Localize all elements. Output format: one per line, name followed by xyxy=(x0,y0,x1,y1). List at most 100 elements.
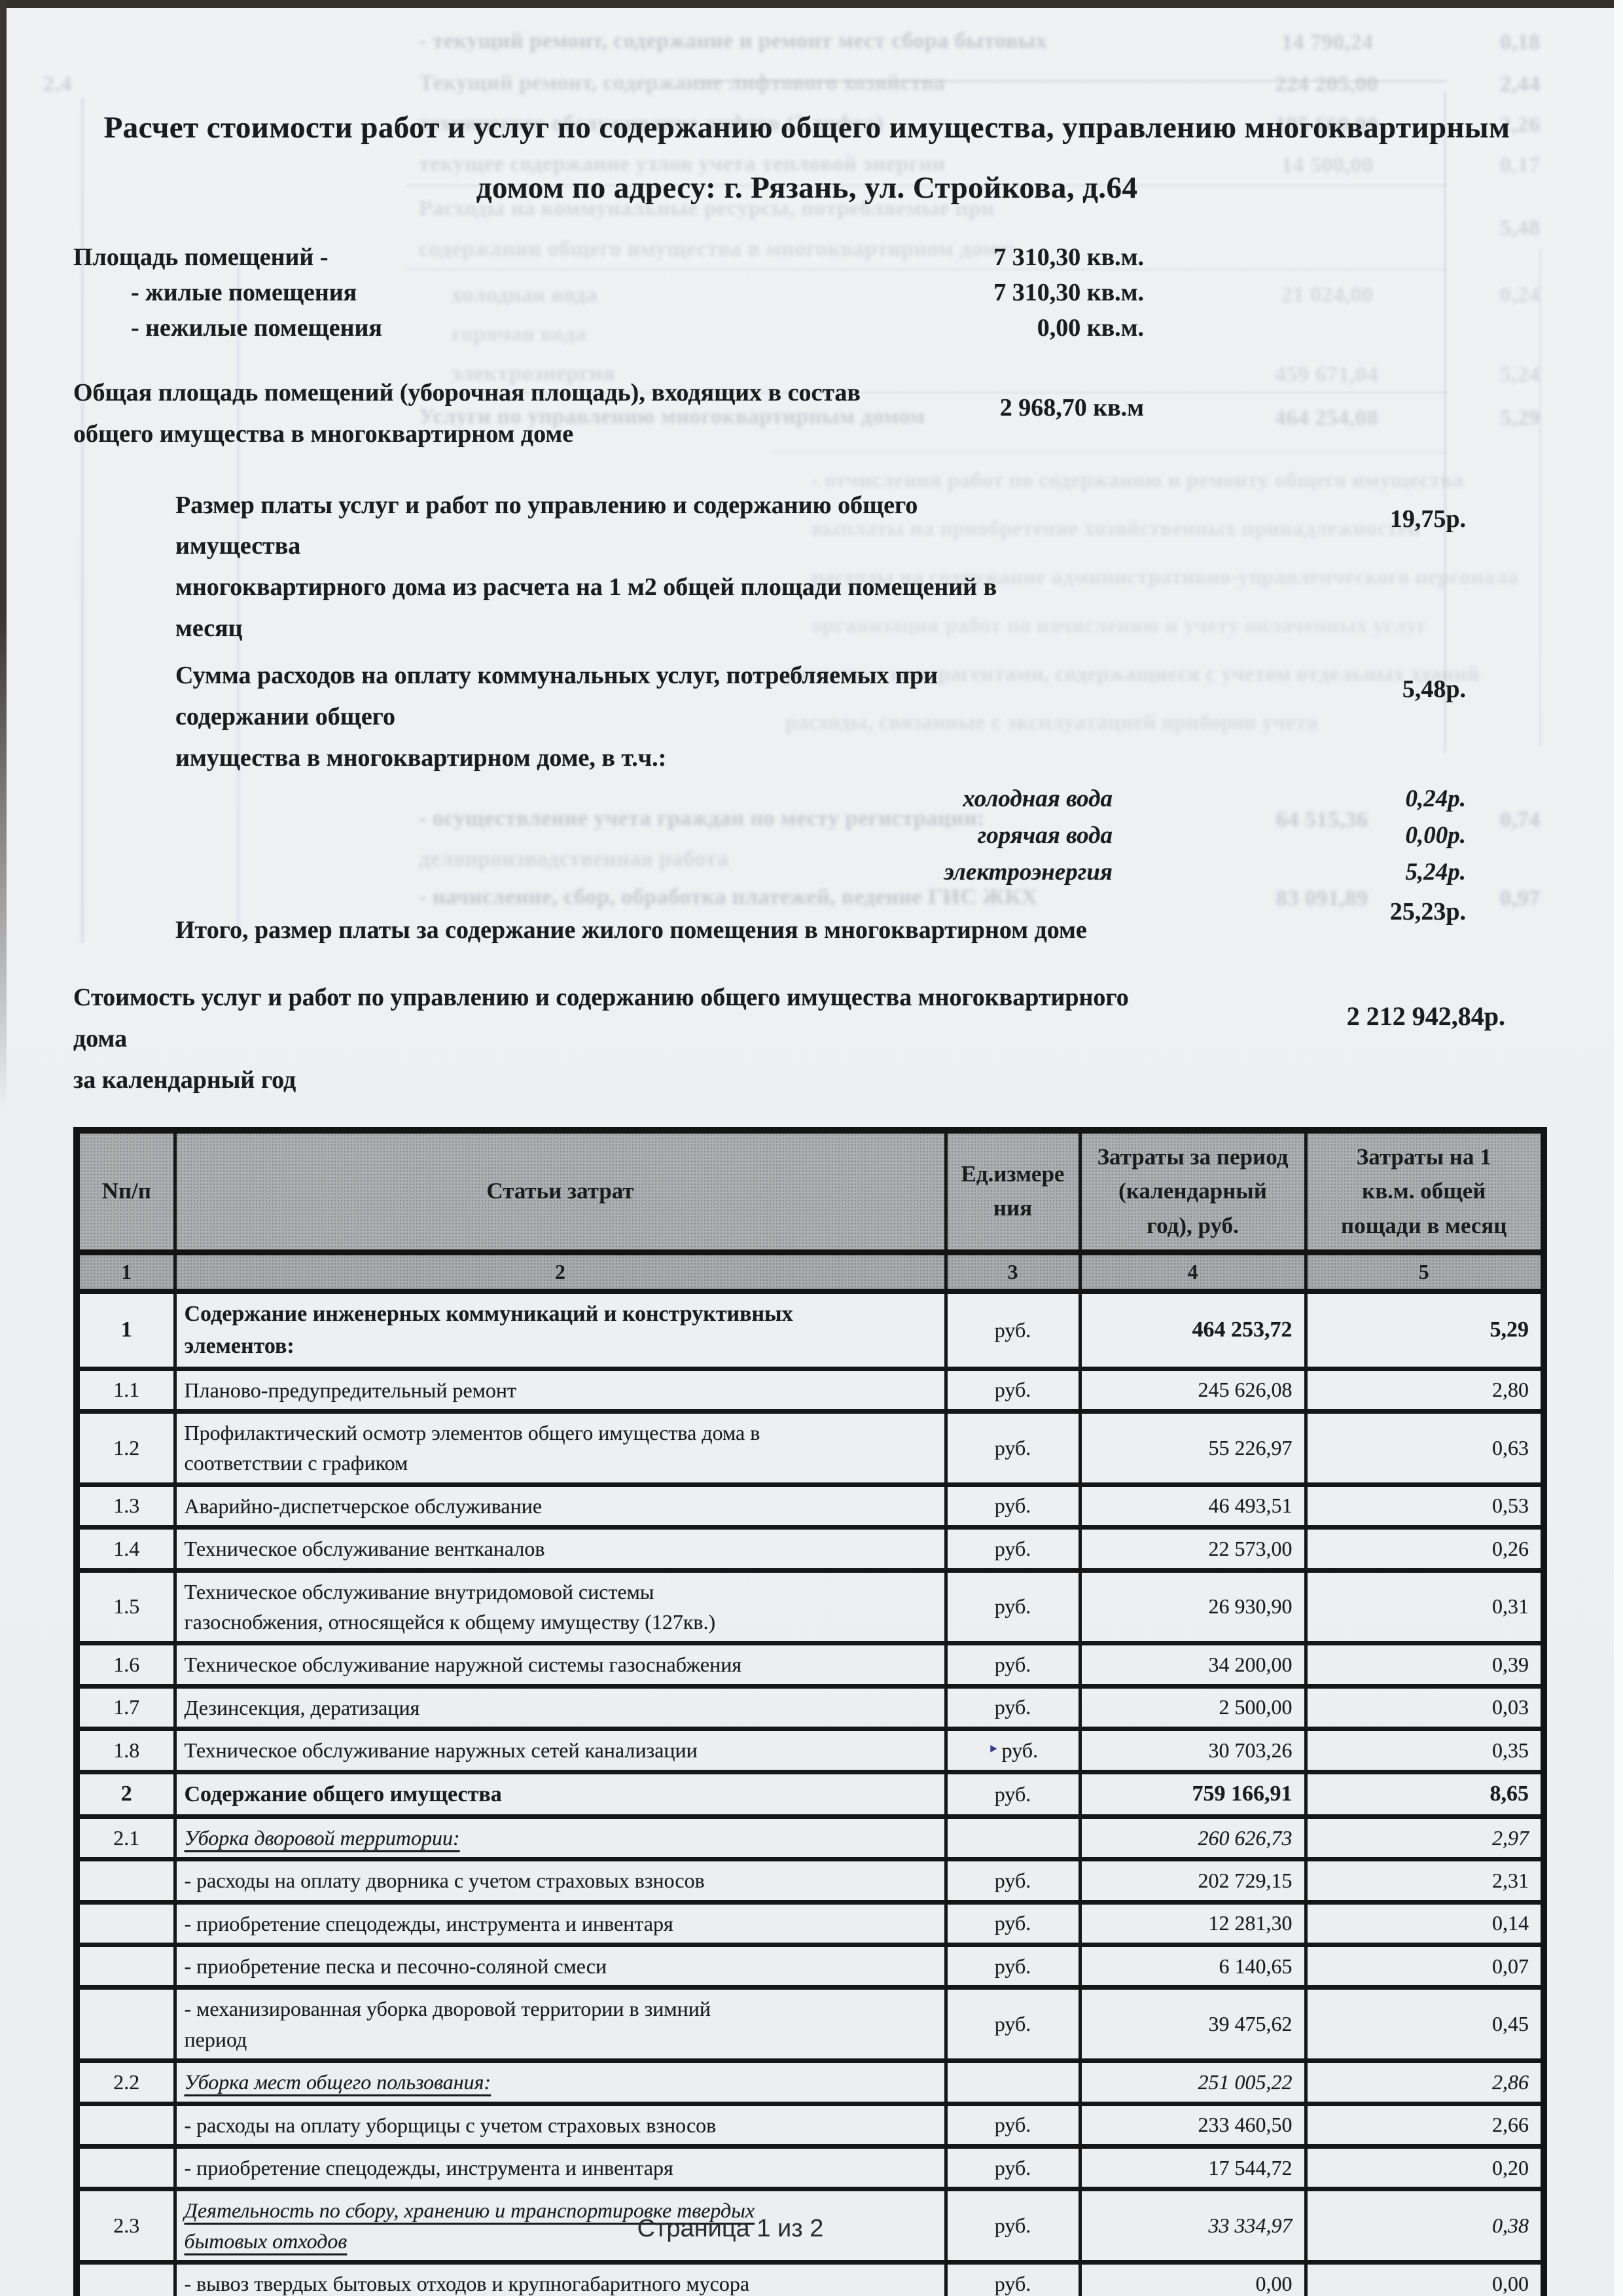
bleedthrough-fragment: 224 205,00 xyxy=(1275,72,1378,96)
bleedthrough-fragment: техническое обслуживание лифтов (3 лифта… xyxy=(419,111,884,135)
total-fee-value: 25,23р. xyxy=(1389,898,1466,926)
row-month-cost: 0,14 xyxy=(1304,1899,1544,1945)
row-unit: ‣руб. xyxy=(944,1568,1080,1643)
row-unit: ‣руб. xyxy=(944,1899,1080,1945)
table-row: 1.6 Техническое обслуживание наружной си… xyxy=(75,1641,1544,1687)
non-residential-area-label: - нежилые помещения xyxy=(131,314,382,342)
row-name: - расходы на оплату дворника с учетом ст… xyxy=(173,1857,946,1903)
residential-area-row: - жилые помещения 7 310,30 кв.м. xyxy=(73,278,1541,314)
row-number: 1.7 xyxy=(75,1683,175,1729)
row-year-cost: 33 334,97 xyxy=(1078,2187,1306,2263)
row-unit: ‣руб. xyxy=(944,1857,1080,1903)
row-unit: ‣руб. xyxy=(944,1942,1080,1988)
bleedthrough-fragment: - начисление, сбор, обработка платежей, … xyxy=(419,885,1038,909)
total-fee-label: Итого, размер платы за содержание жилого… xyxy=(175,916,1087,944)
electricity-row: электроэнергия 5,24р. xyxy=(175,858,1466,895)
row-name: Деятельность по сбору, хранению и трансп… xyxy=(173,2187,946,2263)
bleedthrough-fragment: текущее содержание узлов учета тепловой … xyxy=(419,152,946,176)
row-unit: ‣руб. xyxy=(944,1985,1080,2061)
bleedthrough-fragment: 459 671,04 xyxy=(1275,363,1378,387)
bleedthrough-fragment: 0,17 xyxy=(1500,153,1541,177)
row-name: - приобретение спецодежды, инструмента и… xyxy=(173,1899,946,1945)
row-name: Техническое обслуживание наружных сетей … xyxy=(173,1727,946,1772)
numbering-4: 4 xyxy=(1078,1250,1306,1294)
table-row: - приобретение спецодежды, инструмента и… xyxy=(75,1899,1544,1945)
row-month-cost: 2,86 xyxy=(1304,2058,1544,2104)
bleedthrough-fragment: - осуществление учета граждан по месту р… xyxy=(419,806,985,831)
row-number: 2.3 xyxy=(75,2187,175,2263)
non-residential-area-row: - нежилые помещения 0,00 кв.м. xyxy=(73,314,1541,349)
row-name: Уборка мест общего пользования: xyxy=(173,2058,946,2104)
row-unit: ‣руб. xyxy=(944,1683,1080,1729)
row-unit: ‣руб. xyxy=(944,1409,1080,1485)
row-name: Профилактический осмотр элементов общего… xyxy=(173,1409,946,1485)
table-row: - приобретение спецодежды, инструмента и… xyxy=(75,2144,1544,2189)
row-name: Содержание общего имущества xyxy=(173,1769,946,1817)
row-year-cost: 12 281,30 xyxy=(1078,1899,1306,1945)
total-fee-row: Итого, размер платы за содержание жилого… xyxy=(175,898,1466,948)
row-number xyxy=(75,1899,175,1945)
column-header-unit: Ед.измере ния xyxy=(944,1128,1080,1256)
table-row: - приобретение песка и песочно-соляной с… xyxy=(75,1942,1544,1988)
total-area-row: Площадь помещений - 7 310,30 кв.м. xyxy=(73,243,1541,278)
bleedthrough-line xyxy=(694,80,1446,82)
table-row: 2.3 Деятельность по сбору, хранению и тр… xyxy=(75,2187,1544,2263)
row-year-cost: 233 460,50 xyxy=(1078,2101,1306,2147)
row-unit: ‣руб. xyxy=(944,1482,1080,1528)
bleedthrough-fragment: 0,97 xyxy=(1500,886,1541,910)
row-year-cost: 46 493,51 xyxy=(1078,1482,1306,1528)
numbering-5: 5 xyxy=(1304,1250,1544,1294)
cleaning-area-section: Общая площадь помещений (уборочная площа… xyxy=(73,372,1541,454)
row-name: Планово-предупредительный ремонт xyxy=(173,1366,946,1412)
row-name: - приобретение спецодежды, инструмента и… xyxy=(173,2144,946,2189)
bleedthrough-fragment: 83 091,89 xyxy=(1276,886,1368,910)
bleedthrough-fragment: холодная вода xyxy=(452,283,597,307)
total-area-label: Площадь помещений - xyxy=(73,243,329,272)
bleedthrough-fragment: расчеты с контрагентами, содержащиеся с … xyxy=(785,662,1480,686)
cold-water-label: холодная вода xyxy=(963,785,1113,813)
bleedthrough-fragment: электроэнергия xyxy=(452,361,615,386)
row-unit: ‣руб. xyxy=(944,2260,1080,2296)
row-month-cost: 0,03 xyxy=(1304,1683,1544,1729)
document-title: Расчет стоимости работ и услуг по содерж… xyxy=(103,111,1510,205)
row-month-cost: 2,66 xyxy=(1304,2101,1544,2147)
row-number: 1.5 xyxy=(75,1568,175,1643)
column-header-month-cost: Затраты на 1 кв.м. общей пощади в месяц xyxy=(1304,1128,1544,1256)
row-name: Содержание инженерных коммуникаций и кон… xyxy=(173,1289,946,1369)
cold-water-row: холодная вода 0,24р. xyxy=(175,785,1466,821)
row-year-cost: 245 626,08 xyxy=(1078,1366,1306,1412)
row-year-cost: 0,00 xyxy=(1078,2260,1306,2296)
bleedthrough-fragment: 14 790,24 xyxy=(1281,30,1374,54)
management-fee-label: Размер платы услуг и работ по управлению… xyxy=(175,491,997,642)
table-row: 1.7 Дезинсекция, дератизация ‣руб. 2 500… xyxy=(75,1683,1544,1729)
column-header-num: Nп/п xyxy=(75,1128,175,1256)
bleedthrough-fragment: 464 254,08 xyxy=(1275,406,1378,430)
cost-table-body: 1 Содержание инженерных коммуникаций и к… xyxy=(75,1289,1544,2296)
hot-water-value: 0,00р. xyxy=(1405,822,1467,850)
row-year-cost: 464 253,72 xyxy=(1078,1289,1306,1369)
row-name: Техническое обслуживание вентканалов xyxy=(173,1525,946,1571)
row-name: - механизированная уборка дворовой терри… xyxy=(173,1985,946,2061)
electricity-value: 5,24р. xyxy=(1405,859,1467,886)
row-number: 1.1 xyxy=(75,1366,175,1412)
numbering-3: 3 xyxy=(944,1250,1080,1294)
row-number xyxy=(75,2260,175,2296)
row-month-cost: 0,39 xyxy=(1304,1641,1544,1687)
row-month-cost: 8,65 xyxy=(1304,1769,1544,1817)
management-fee-value: 19,75р. xyxy=(1389,505,1466,533)
header-row: Nп/п Статьи затрат Ед.измере ния Затраты… xyxy=(75,1128,1544,1256)
bleedthrough-fragment: - текущий ремонт, содержание и ремонт ме… xyxy=(419,29,1048,53)
table-row: 1.3 Аварийно-диспетчерское обслуживание … xyxy=(75,1482,1544,1528)
row-number: 1.8 xyxy=(75,1727,175,1772)
ink-mark: ‣ xyxy=(987,1738,999,1761)
bleedthrough-fragment: 0,18 xyxy=(1500,30,1541,54)
row-name: Уборка дворовой территории: xyxy=(173,1814,946,1859)
row-month-cost: 0,31 xyxy=(1304,1568,1544,1643)
table-row: - расходы на оплату уборщицы с учетом ст… xyxy=(75,2101,1544,2147)
bleedthrough-fragment: расходы на содержание административно-уп… xyxy=(812,565,1519,589)
table-row: 1.8 Техническое обслуживание наружных се… xyxy=(75,1727,1544,1772)
row-number: 1 xyxy=(75,1289,175,1369)
numbering-2: 2 xyxy=(173,1250,946,1294)
